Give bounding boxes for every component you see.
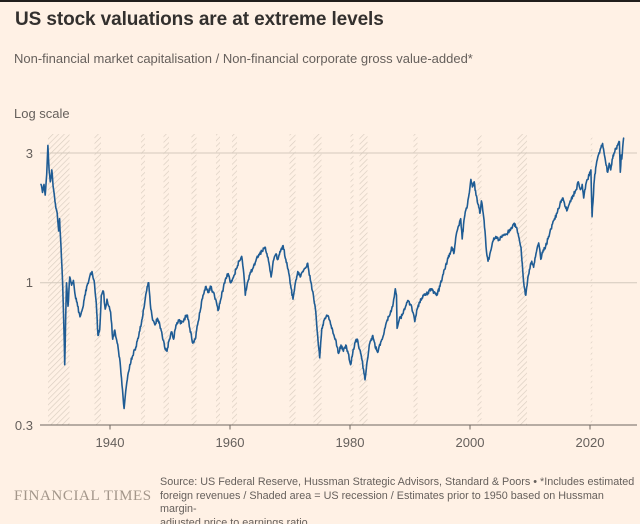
y-axis-label: 0.3 xyxy=(14,417,33,433)
y-axis-label: 1 xyxy=(25,275,33,291)
x-axis-label: 1960 xyxy=(215,435,245,450)
x-axis-label: 2000 xyxy=(455,435,485,450)
recession-band xyxy=(313,134,322,425)
source-line: foreign revenues / Shaded area = US rece… xyxy=(160,489,604,516)
recession-band xyxy=(232,134,237,425)
valuation-line xyxy=(40,137,625,410)
recession-bands xyxy=(48,134,593,425)
source-line: Source: US Federal Reserve, Hussman Stra… xyxy=(160,476,635,488)
y-axis-label: 3 xyxy=(25,145,33,161)
top-border xyxy=(0,0,640,2)
source-line: adjusted price to earnings ratio xyxy=(160,516,308,524)
x-axis-label: 1940 xyxy=(95,435,125,450)
chart-title: US stock valuations are at extreme level… xyxy=(15,9,384,30)
recession-band xyxy=(94,134,101,425)
x-axis xyxy=(40,424,637,430)
ft-logo: FINANCIAL TIMES xyxy=(14,488,152,504)
recession-band xyxy=(350,134,354,425)
recession-band xyxy=(163,134,169,425)
recession-band xyxy=(141,134,145,425)
recession-band xyxy=(289,134,296,425)
chart-subtitle: Non-financial market capitalisation / No… xyxy=(14,51,473,66)
recession-band xyxy=(216,134,220,425)
recession-band xyxy=(517,134,527,425)
gridlines xyxy=(40,152,637,284)
recession-band xyxy=(477,134,482,425)
recession-band xyxy=(413,134,418,425)
source-text: Source: US Federal Reserve, Hussman Stra… xyxy=(160,476,638,524)
recession-band xyxy=(191,134,197,425)
log-scale-label: Log scale xyxy=(14,106,70,121)
x-axis-label: 2020 xyxy=(575,435,605,450)
recession-band xyxy=(359,134,368,425)
recession-band xyxy=(590,134,593,425)
valuation-line-group xyxy=(40,137,625,410)
x-axis-label: 1980 xyxy=(335,435,365,450)
